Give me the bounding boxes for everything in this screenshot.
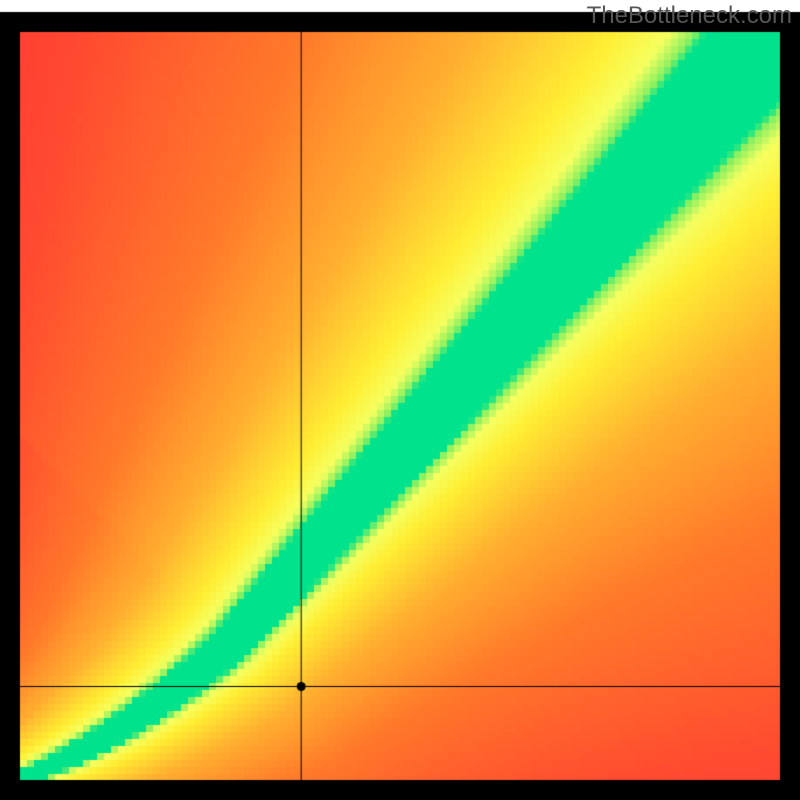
chart-container: TheBottleneck.com <box>0 0 800 800</box>
watermark-text: TheBottleneck.com <box>587 2 792 30</box>
bottleneck-heatmap <box>0 0 800 800</box>
